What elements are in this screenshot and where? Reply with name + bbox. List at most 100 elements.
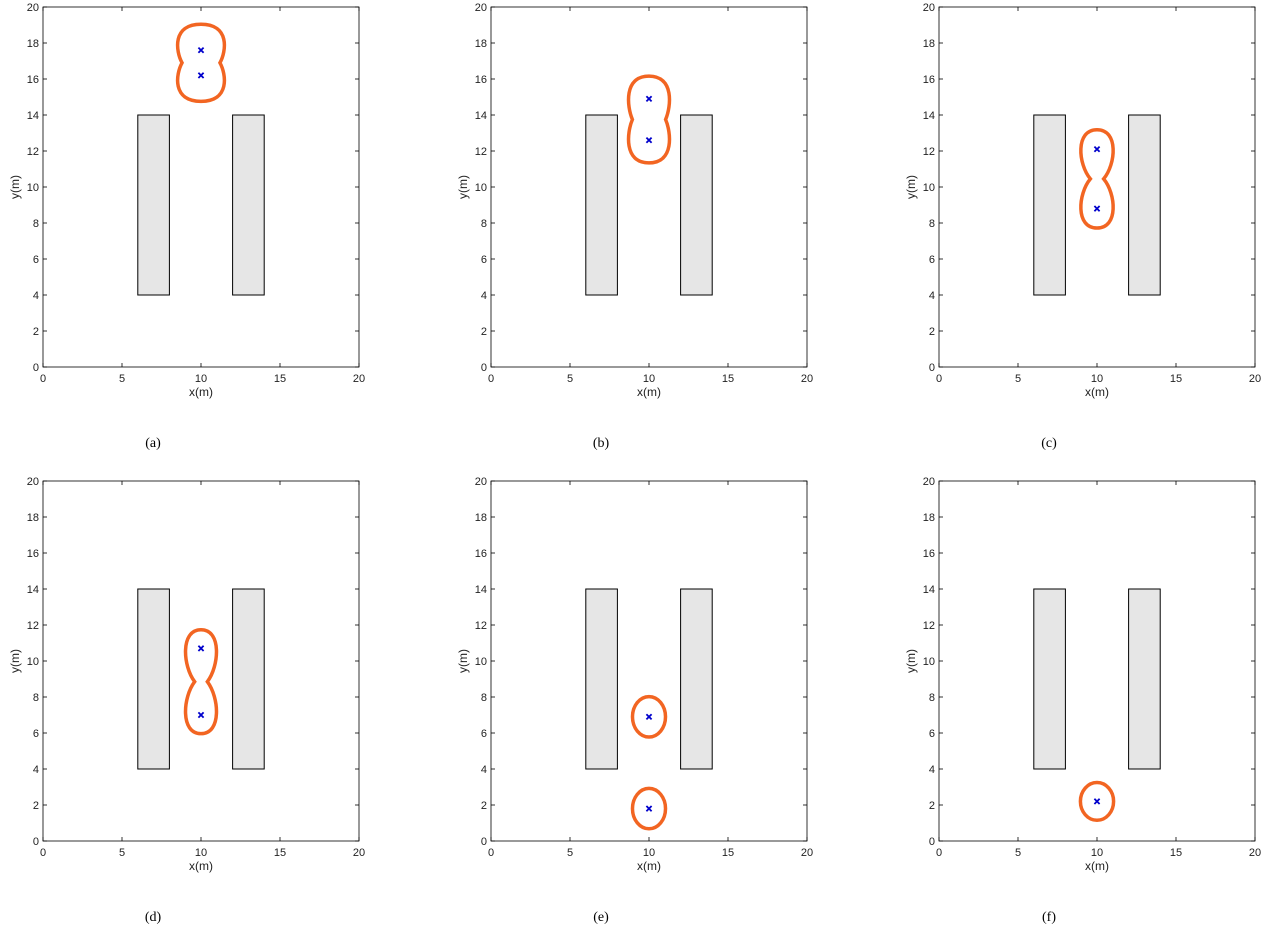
plot-area <box>43 7 359 367</box>
y-tick-label-4: 8 <box>481 692 487 704</box>
subplot-caption: (e) <box>593 910 609 925</box>
y-tick-label-0: 0 <box>481 362 487 374</box>
x-tick-label-4: 20 <box>801 847 813 859</box>
x-tick-label-2: 10 <box>643 847 655 859</box>
y-tick-label-6: 12 <box>923 620 935 632</box>
x-tick-label-3: 15 <box>722 373 734 385</box>
plot-area <box>43 481 359 841</box>
y-tick-label-1: 2 <box>33 326 39 338</box>
obstacle-0 <box>138 589 170 769</box>
y-tick-label-0: 0 <box>929 836 935 848</box>
y-tick-label-3: 6 <box>481 728 487 740</box>
x-tick-label-2: 10 <box>1091 373 1103 385</box>
x-tick-label-1: 5 <box>567 373 573 385</box>
y-tick-label-1: 2 <box>33 800 39 812</box>
subplot-4: 0 5 10 15 2002468101214161820x(m)y(m)(e) <box>456 476 813 925</box>
subplot-caption: (d) <box>145 910 162 925</box>
obstacle-0 <box>586 589 618 769</box>
y-tick-label-0: 0 <box>929 362 935 374</box>
x-tick-label-1: 5 <box>567 847 573 859</box>
subplot-caption: (f) <box>1042 910 1056 925</box>
x-tick-label-1: 5 <box>119 373 125 385</box>
y-tick-label-1: 2 <box>481 800 487 812</box>
obstacle-0 <box>1034 115 1066 295</box>
plot-area <box>491 7 807 367</box>
y-tick-label-10: 20 <box>475 476 487 488</box>
y-tick-label-8: 16 <box>27 74 39 86</box>
obstacle-1 <box>233 115 265 295</box>
y-tick-label-1: 2 <box>929 800 935 812</box>
x-tick-label-0: 0 <box>488 847 494 859</box>
plot-area <box>939 481 1255 841</box>
x-tick-label-0: 0 <box>40 847 46 859</box>
y-tick-label-5: 10 <box>27 182 39 194</box>
y-tick-label-3: 6 <box>929 728 935 740</box>
y-tick-label-0: 0 <box>481 836 487 848</box>
y-tick-label-7: 14 <box>923 584 935 596</box>
subplot-5: 0 5 10 15 20 0 2 4 6 8 10 12 14 16 18 20 x(m) y(m) (f) <box>904 476 1261 925</box>
x-tick-label-4: 20 <box>1249 373 1261 385</box>
x-axis-label: x(m) <box>637 859 661 873</box>
x-tick-label-3: 15 <box>1170 847 1182 859</box>
y-tick-label-6: 12 <box>27 620 39 632</box>
y-tick-label-9: 18 <box>475 38 487 50</box>
subplot-1: 0 5 10 15 20 0 2 4 6 8 10 12 14 16 18 20 x(m) y(m) (b) <box>456 2 813 451</box>
y-tick-label-7: 14 <box>475 584 487 596</box>
y-tick-label-8: 16 <box>475 548 487 560</box>
y-tick-label-7: 14 <box>923 110 935 122</box>
y-tick-label-4: 8 <box>929 218 935 230</box>
y-tick-label-0: 0 <box>33 362 39 374</box>
x-tick-label-1: 5 <box>119 847 125 859</box>
y-tick-label-5: 10 <box>475 656 487 668</box>
x-tick-label-3: 15 <box>274 373 286 385</box>
y-tick-label-10: 20 <box>27 2 39 14</box>
x-tick-label-4: 20 <box>353 847 365 859</box>
y-tick-label-4: 8 <box>481 218 487 230</box>
x-axis-label: x(m) <box>1085 385 1109 399</box>
y-tick-label-4: 8 <box>929 692 935 704</box>
y-tick-label-10: 20 <box>923 2 935 14</box>
y-tick-label-5: 10 <box>923 182 935 194</box>
x-tick-label-0: 0 <box>936 847 942 859</box>
obstacle-1 <box>681 115 713 295</box>
obstacle-1 <box>681 589 713 769</box>
x-axis-label: x(m) <box>189 385 213 399</box>
y-tick-label-7: 14 <box>475 110 487 122</box>
x-tick-label-1: 5 <box>1015 373 1021 385</box>
y-tick-label-2: 4 <box>481 764 487 776</box>
y-tick-label-5: 10 <box>475 182 487 194</box>
x-tick-label-3: 15 <box>722 847 734 859</box>
y-tick-label-4: 8 <box>33 218 39 230</box>
y-tick-label-8: 16 <box>475 74 487 86</box>
y-tick-label-2: 4 <box>929 764 935 776</box>
y-axis-label: y(m) <box>904 649 918 673</box>
y-tick-label-6: 12 <box>27 146 39 158</box>
x-tick-label-3: 15 <box>1170 373 1182 385</box>
subplot-0: 0 5 10 15 20 0 2 4 6 8 10 12 14 16 18 20 x(m) y(m) (a) <box>8 2 365 451</box>
y-tick-label-9: 18 <box>27 512 39 524</box>
y-tick-label-3: 6 <box>929 254 935 266</box>
subplot-3: 0 5 10 15 20 0 2 4 6 8 10 12 14 16 18 20 x(m) y(m) (d) <box>8 476 365 925</box>
y-tick-label-10: 20 <box>27 476 39 488</box>
y-tick-label-2: 4 <box>33 764 39 776</box>
y-tick-label-4: 8 <box>33 692 39 704</box>
x-tick-label-1: 5 <box>1015 847 1021 859</box>
y-tick-label-0: 0 <box>33 836 39 848</box>
x-tick-label-2: 10 <box>195 847 207 859</box>
y-tick-label-8: 16 <box>923 74 935 86</box>
y-tick-label-3: 6 <box>33 254 39 266</box>
y-tick-label-10: 20 <box>923 476 935 488</box>
obstacle-0 <box>138 115 170 295</box>
x-tick-label-4: 20 <box>353 373 365 385</box>
subplot-caption: (a) <box>145 436 161 451</box>
y-tick-label-1: 2 <box>481 326 487 338</box>
y-tick-label-7: 14 <box>27 110 39 122</box>
y-axis-label: y(m) <box>8 649 22 673</box>
y-tick-label-9: 18 <box>923 512 935 524</box>
y-tick-label-8: 16 <box>923 548 935 560</box>
y-tick-label-8: 16 <box>27 548 39 560</box>
y-tick-label-3: 6 <box>33 728 39 740</box>
x-tick-label-4: 20 <box>1249 847 1261 859</box>
y-tick-label-2: 4 <box>33 290 39 302</box>
